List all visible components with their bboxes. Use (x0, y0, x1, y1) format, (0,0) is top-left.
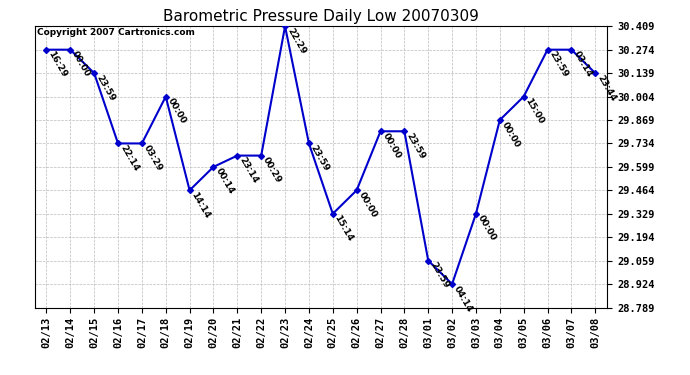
Text: 22:14: 22:14 (118, 144, 140, 173)
Text: 23:59: 23:59 (404, 131, 426, 160)
Text: 03:29: 03:29 (142, 144, 164, 173)
Text: Copyright 2007 Cartronics.com: Copyright 2007 Cartronics.com (37, 28, 195, 37)
Text: 00:29: 00:29 (262, 156, 283, 185)
Text: 14:14: 14:14 (190, 190, 212, 220)
Text: 00:00: 00:00 (476, 214, 497, 243)
Text: 00:00: 00:00 (166, 97, 188, 125)
Text: 23:14: 23:14 (237, 156, 259, 185)
Text: 00:00: 00:00 (70, 50, 92, 78)
Text: 23:59: 23:59 (309, 144, 331, 173)
Text: 23:44: 23:44 (595, 73, 618, 103)
Text: 00:00: 00:00 (500, 120, 522, 149)
Text: 23:59: 23:59 (548, 50, 570, 79)
Text: 15:14: 15:14 (333, 214, 355, 243)
Text: 16:29: 16:29 (46, 50, 68, 79)
Title: Barometric Pressure Daily Low 20070309: Barometric Pressure Daily Low 20070309 (163, 9, 479, 24)
Text: 00:14: 00:14 (213, 167, 235, 196)
Text: 00:00: 00:00 (357, 190, 379, 219)
Text: 22:29: 22:29 (285, 26, 307, 56)
Text: 03:14: 03:14 (571, 50, 593, 79)
Text: 23:59: 23:59 (428, 261, 451, 290)
Text: 04:14: 04:14 (452, 284, 474, 314)
Text: 15:00: 15:00 (524, 97, 546, 126)
Text: 00:00: 00:00 (380, 131, 402, 160)
Text: 23:59: 23:59 (94, 73, 117, 102)
